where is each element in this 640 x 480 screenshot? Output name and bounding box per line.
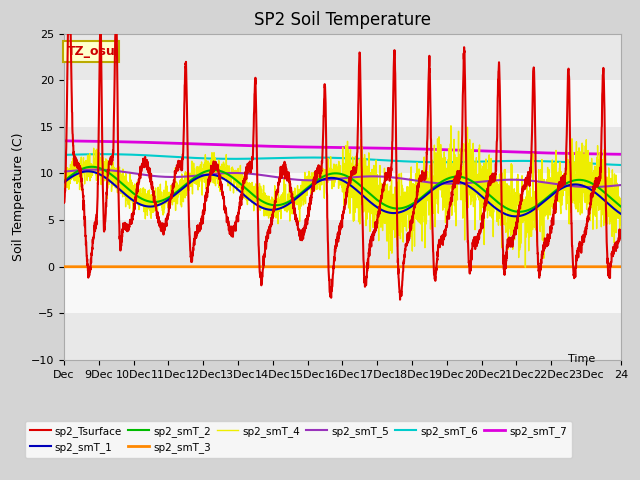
Bar: [64, 34, 621, 80]
Bar: [64, 267, 621, 313]
Bar: [64, 220, 621, 267]
Bar: [64, 127, 621, 173]
Title: SP2 Soil Temperature: SP2 Soil Temperature: [254, 11, 431, 29]
Bar: [64, 313, 621, 360]
Text: Time: Time: [568, 354, 595, 364]
Text: TZ_osu: TZ_osu: [67, 45, 116, 58]
Legend: sp2_Tsurface, sp2_smT_1, sp2_smT_2, sp2_smT_3, sp2_smT_4, sp2_smT_5, sp2_smT_6, : sp2_Tsurface, sp2_smT_1, sp2_smT_2, sp2_…: [25, 420, 572, 458]
Y-axis label: Soil Temperature (C): Soil Temperature (C): [12, 132, 26, 261]
Bar: [64, 173, 621, 220]
Bar: [64, 80, 621, 127]
